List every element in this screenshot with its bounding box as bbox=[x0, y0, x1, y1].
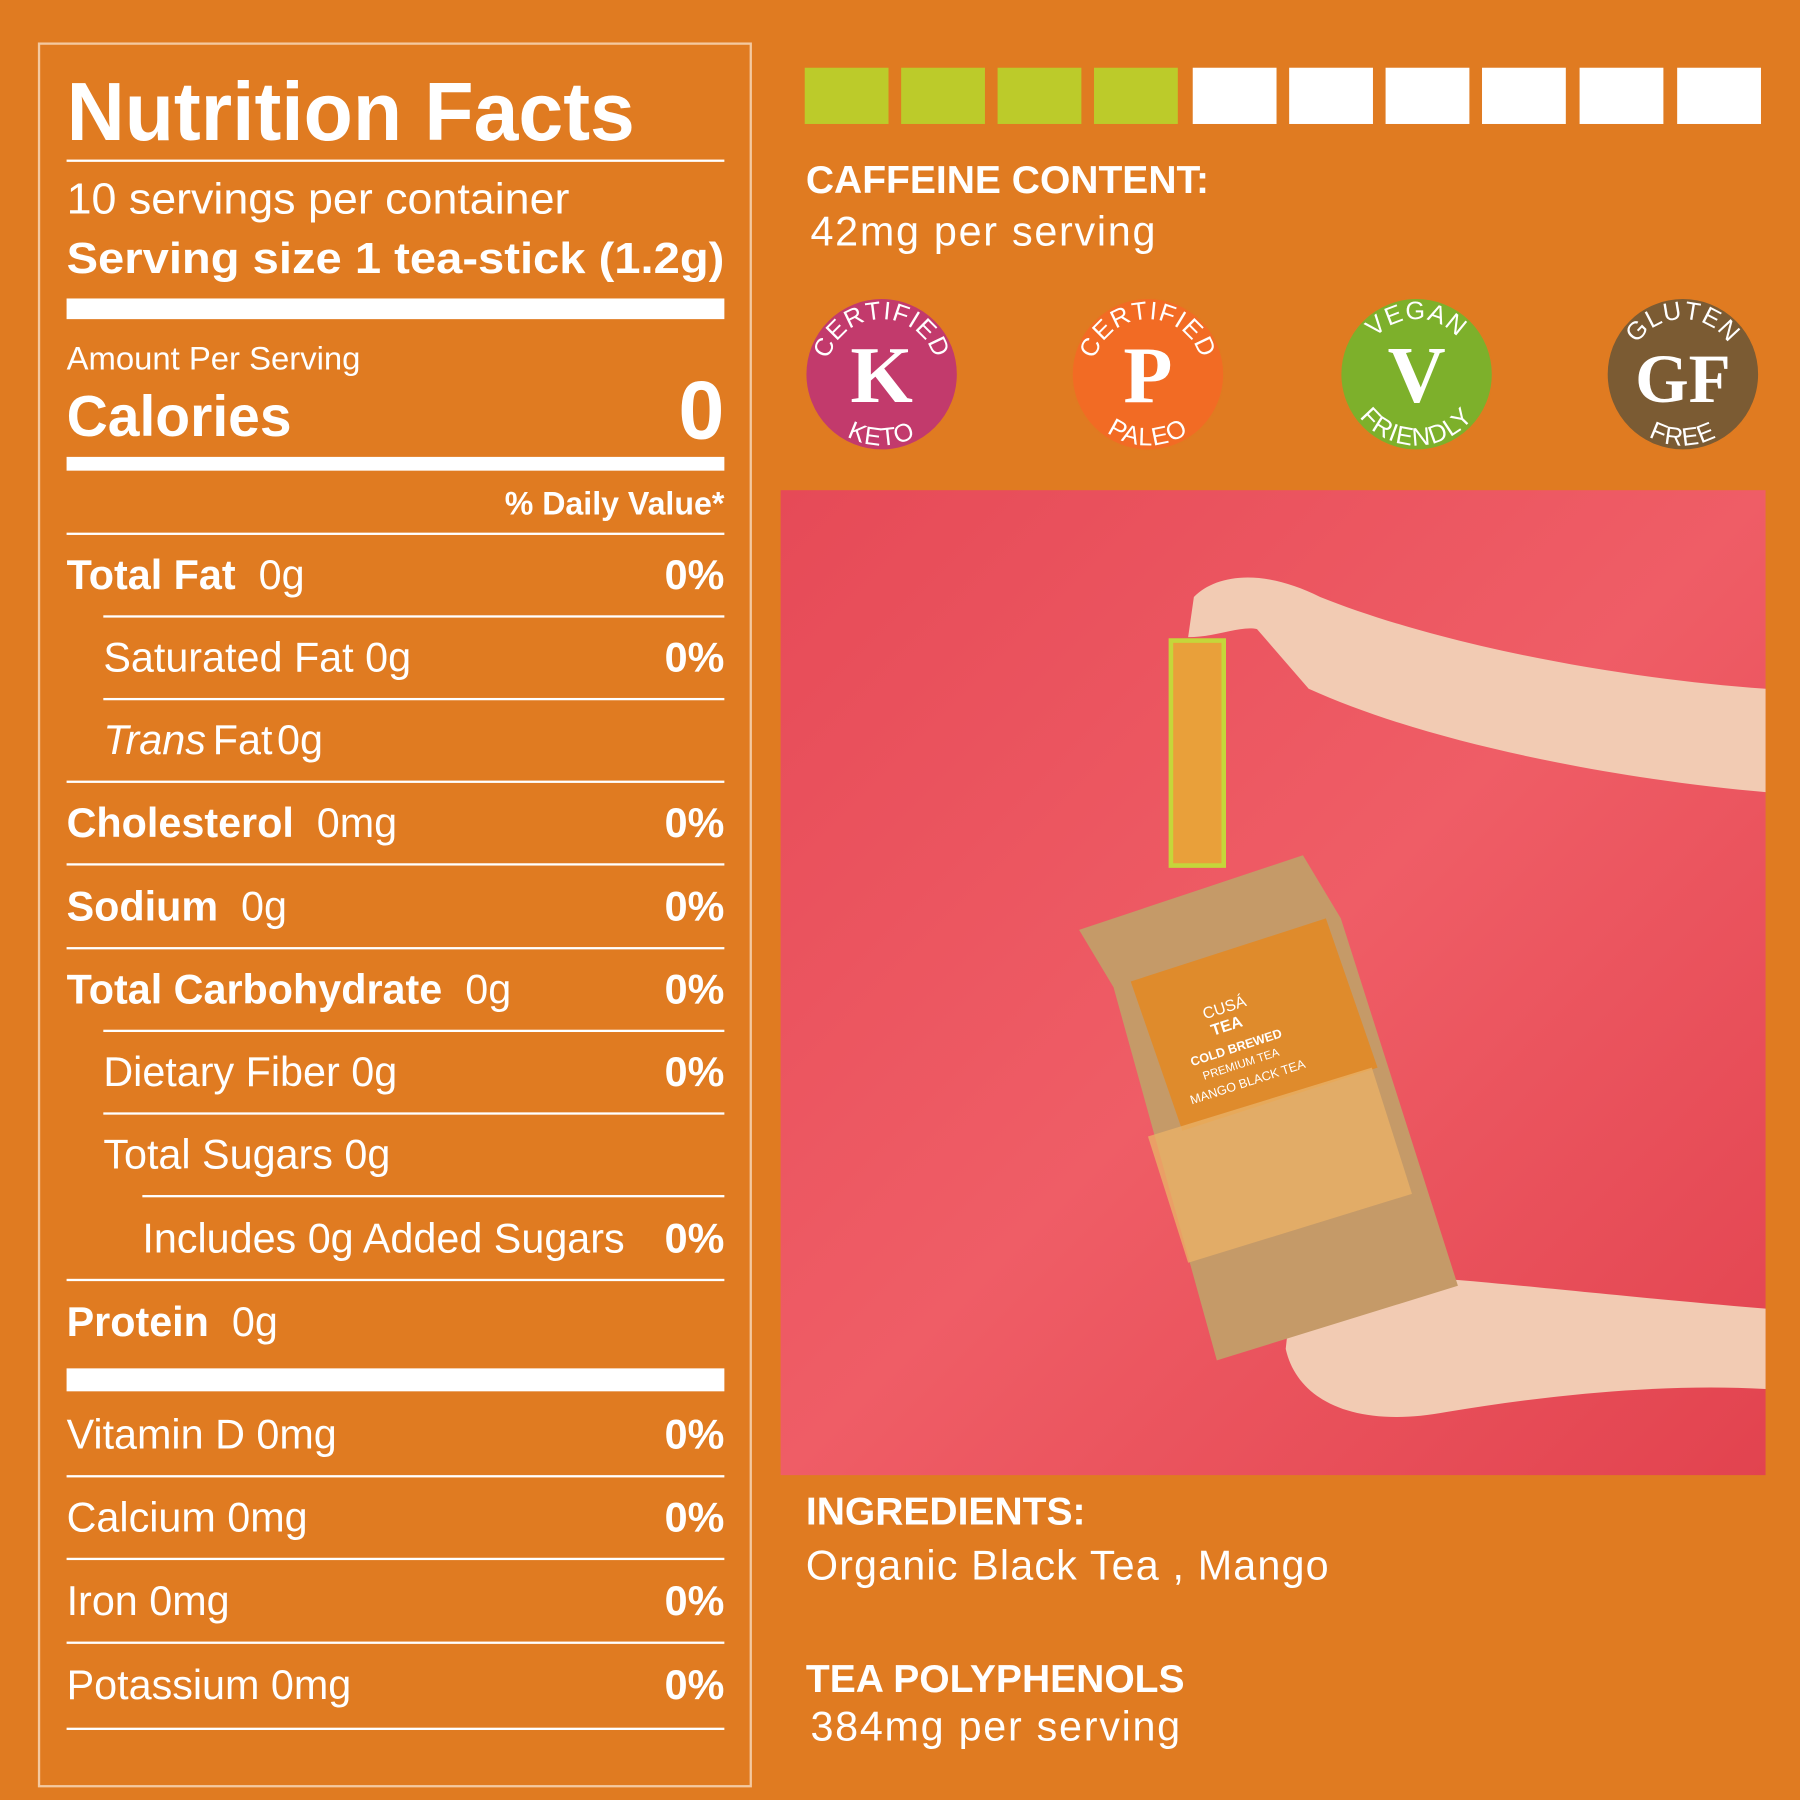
rule bbox=[103, 1029, 725, 1033]
product-photo bbox=[780, 490, 1766, 1476]
calories-value: 0 bbox=[678, 364, 724, 457]
thick-rule bbox=[66, 298, 725, 320]
daily-value-header: % Daily Value* bbox=[505, 485, 725, 521]
daily-value: 0% bbox=[665, 1049, 725, 1095]
nutrient-name: Includes 0g Added Sugars bbox=[142, 1215, 624, 1261]
nutrient-name: Sodium bbox=[67, 884, 218, 930]
nutrient-amount: 0mg bbox=[317, 800, 397, 846]
badge bbox=[1606, 297, 1760, 451]
meter-cell bbox=[901, 67, 985, 124]
rule bbox=[103, 615, 725, 618]
nutrient-amount: 0g bbox=[241, 884, 287, 930]
nutrient-amount: 0g bbox=[259, 552, 305, 598]
daily-value: 0% bbox=[665, 635, 725, 681]
nutrient-name: Trans Fat bbox=[103, 717, 273, 763]
meter-cell bbox=[1482, 67, 1566, 124]
caffeine-title: CAFFEINE CONTENT: bbox=[806, 159, 1209, 202]
nutrient-name: Iron bbox=[67, 1578, 138, 1624]
rule bbox=[103, 697, 725, 701]
nutrient-amount: 0mg bbox=[256, 1412, 336, 1458]
daily-value: 0% bbox=[665, 1494, 725, 1540]
nutrient-name: Saturated Fat bbox=[103, 635, 354, 681]
serving-size: Serving size 1 tea-stick (1.2g) bbox=[67, 235, 725, 283]
badge-letter: V bbox=[1388, 331, 1446, 420]
meter-cell bbox=[1677, 67, 1761, 124]
tea-stick bbox=[1168, 638, 1227, 868]
nutrient-amount: 0g bbox=[277, 717, 323, 763]
meter-cell bbox=[1094, 67, 1178, 124]
daily-value: 0% bbox=[665, 1412, 725, 1458]
nutrient-amount: 0g bbox=[232, 1299, 278, 1345]
thick-rule bbox=[66, 456, 725, 471]
nutrient-name: Protein bbox=[67, 1299, 209, 1345]
upper-hand bbox=[1188, 577, 1766, 793]
daily-value: 0% bbox=[665, 1662, 725, 1708]
rule bbox=[66, 532, 725, 535]
nutrient-amount: 0g bbox=[465, 966, 511, 1012]
nutrient-amount: 0g bbox=[351, 1049, 397, 1095]
nutrient-name: Dietary Fiber bbox=[103, 1049, 340, 1095]
nutrient-emphasis: Trans bbox=[103, 717, 206, 763]
title: Nutrition Facts bbox=[67, 65, 635, 158]
rule bbox=[66, 1641, 725, 1644]
nutrient-name: Vitamin D bbox=[67, 1412, 245, 1458]
rule bbox=[66, 1557, 725, 1561]
rule bbox=[103, 1112, 725, 1115]
daily-value: 0% bbox=[665, 1578, 725, 1624]
rule bbox=[66, 1475, 725, 1478]
nutrient-name: Cholesterol bbox=[67, 800, 294, 846]
nutrient-name: Potassium bbox=[67, 1662, 260, 1708]
nutrient-amount: 0mg bbox=[149, 1578, 229, 1624]
rule bbox=[66, 1727, 725, 1730]
panel-border bbox=[37, 42, 752, 1788]
nutrient-amount: 0mg bbox=[271, 1662, 351, 1708]
rule bbox=[142, 1195, 725, 1198]
nutrient-amount: 0g bbox=[344, 1132, 390, 1178]
daily-value: 0% bbox=[665, 884, 725, 930]
caffeine-meter bbox=[804, 67, 1761, 124]
daily-value: 0% bbox=[665, 552, 725, 598]
ingredients-title: INGREDIENTS: bbox=[806, 1490, 1086, 1533]
nutrient-name-part: Fat bbox=[213, 717, 273, 763]
polyphenols-title: TEA POLYPHENOLS bbox=[806, 1658, 1185, 1701]
meter-cell bbox=[1385, 67, 1470, 124]
rule bbox=[66, 780, 725, 783]
ingredients-text: Organic Black Tea , Mango bbox=[806, 1543, 1330, 1589]
amount-per-serving: Amount Per Serving bbox=[67, 341, 361, 377]
thick-rule bbox=[66, 1368, 725, 1392]
daily-value: 0% bbox=[665, 800, 725, 846]
pouch-window bbox=[1147, 1067, 1412, 1263]
meter-cell bbox=[1579, 67, 1664, 124]
meter-cell bbox=[1192, 67, 1277, 124]
nutrient-amount: 0g bbox=[365, 635, 411, 681]
meter-cell bbox=[997, 67, 1082, 124]
caffeine-value: 42mg per serving bbox=[810, 209, 1157, 255]
rule bbox=[66, 947, 725, 950]
nutrient-name: Total Carbohydrate bbox=[67, 966, 443, 1012]
nutrient-amount: 0mg bbox=[227, 1494, 307, 1540]
meter-cell bbox=[1289, 67, 1373, 124]
daily-value: 0% bbox=[665, 1215, 725, 1261]
servings: 10 servings per container bbox=[67, 176, 570, 224]
badge-letter: GF bbox=[1635, 341, 1731, 417]
nutrient-name: Total Sugars bbox=[103, 1132, 333, 1178]
rule bbox=[66, 1278, 725, 1282]
badge bbox=[1340, 297, 1493, 451]
rule bbox=[66, 159, 725, 162]
badge bbox=[805, 297, 958, 451]
badge bbox=[1071, 297, 1225, 451]
rule bbox=[66, 863, 725, 866]
polyphenols-value: 384mg per serving bbox=[810, 1703, 1181, 1749]
daily-value: 0% bbox=[665, 966, 725, 1012]
meter-cell bbox=[804, 67, 889, 124]
nutrient-name: Calcium bbox=[67, 1494, 216, 1540]
calories-label: Calories bbox=[67, 385, 292, 449]
nutrient-name: Total Fat bbox=[67, 552, 236, 598]
lower-hand bbox=[1285, 1277, 1766, 1417]
badge-letter: P bbox=[1123, 331, 1172, 420]
pouch-label bbox=[1130, 918, 1378, 1131]
badge-letter: K bbox=[850, 331, 913, 420]
